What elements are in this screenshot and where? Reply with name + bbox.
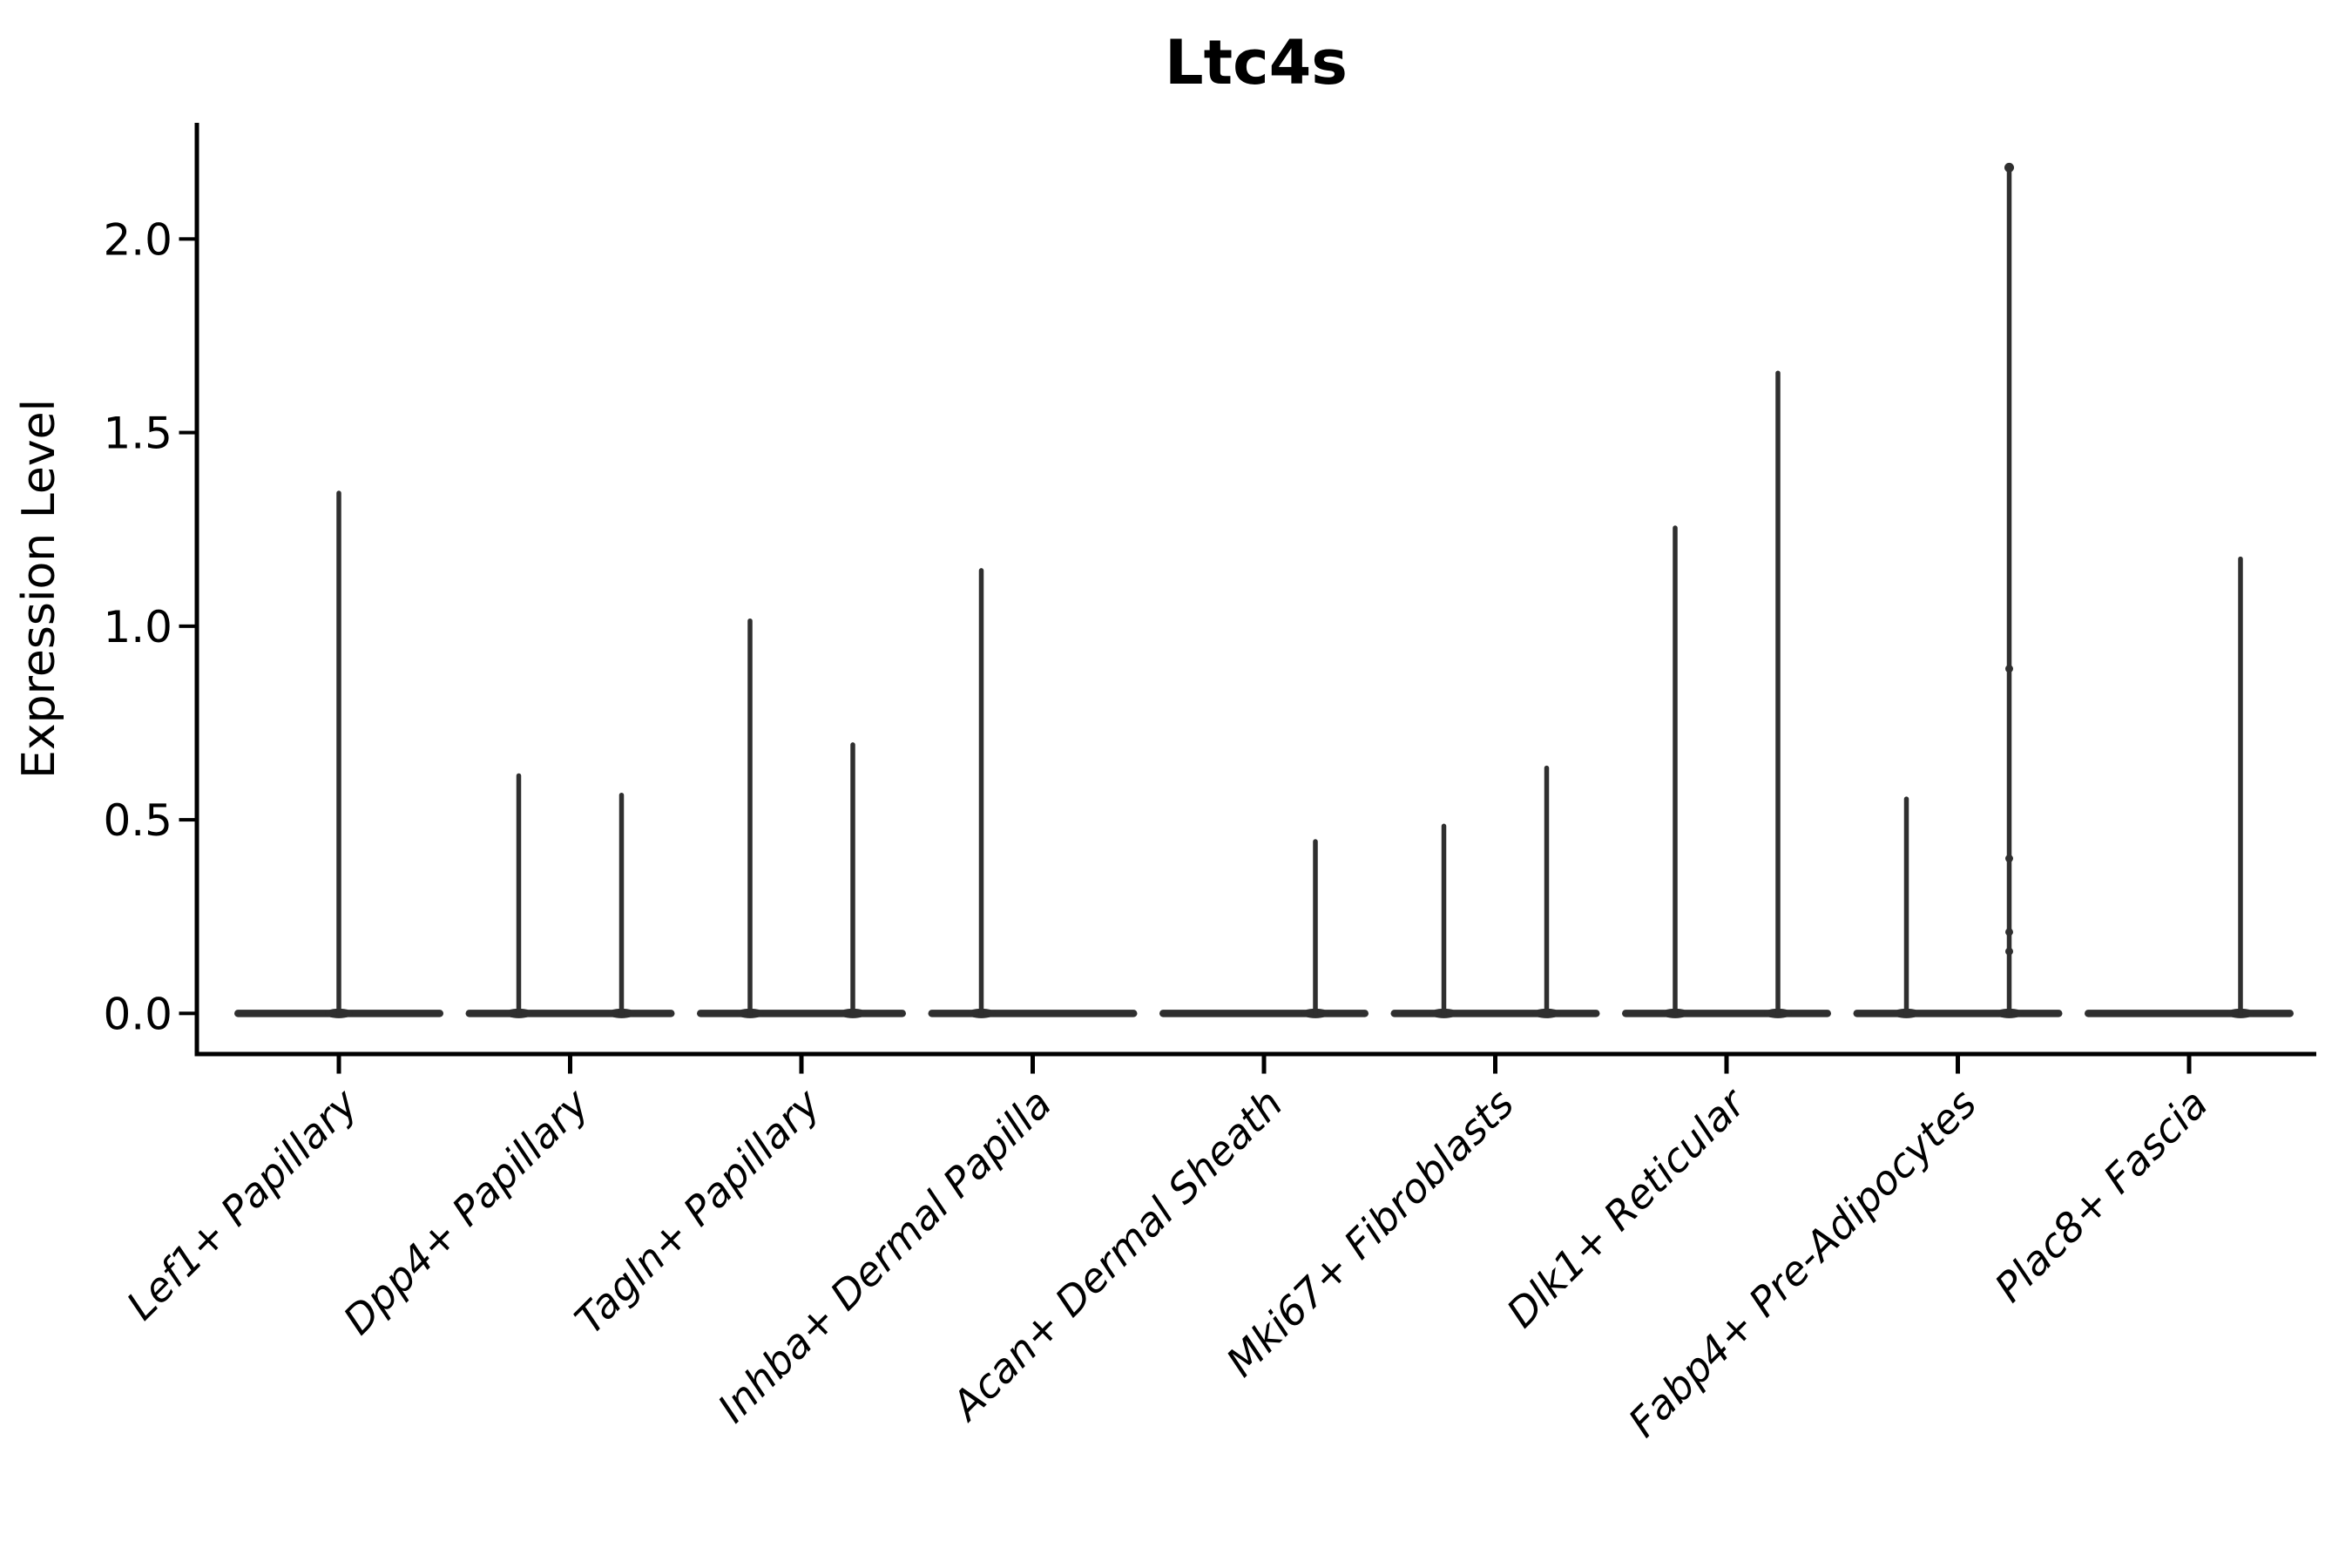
violin-spike <box>516 773 522 1017</box>
y-tick <box>179 624 195 628</box>
violin-spike <box>850 742 855 1017</box>
violin-base <box>1159 1010 1369 1017</box>
y-tick-label: 2.0 <box>103 214 172 265</box>
violin-spike <box>1673 525 1678 1017</box>
y-tick <box>179 818 195 822</box>
violin-spike <box>336 490 341 1017</box>
violin-spike <box>978 568 984 1017</box>
y-tick <box>179 1011 195 1016</box>
violin-base <box>1853 1010 2063 1017</box>
y-axis-label: Expression Level <box>13 399 65 779</box>
x-tick <box>336 1056 341 1074</box>
violin-spike <box>2006 165 2012 1017</box>
violin-spike-knot <box>2005 947 2013 956</box>
x-tick <box>2186 1056 2192 1074</box>
x-tick-label: Plac8+ Fascia <box>1985 1080 2216 1311</box>
x-tick <box>568 1056 572 1074</box>
x-tick-label: Dlk1+ Reticular <box>1497 1078 1756 1336</box>
x-tick <box>1956 1056 1960 1074</box>
x-tick <box>799 1056 804 1074</box>
axis-layer <box>179 123 2316 1074</box>
x-tick <box>1493 1056 1497 1074</box>
violin-spike-knot <box>2005 928 2013 936</box>
y-tick <box>179 237 195 241</box>
violin-base <box>2085 1010 2294 1017</box>
violin-spike <box>1313 839 1318 1017</box>
plot-title: Ltc4s <box>1165 27 1348 98</box>
y-axis-spine <box>194 123 199 1057</box>
violin-spike <box>1544 765 1550 1017</box>
violin-spike <box>618 792 625 1017</box>
violin-spike-cap <box>2004 162 2014 172</box>
violin-spike <box>2238 556 2243 1017</box>
x-tick <box>1031 1056 1035 1074</box>
y-tick-label: 0.0 <box>103 989 172 1039</box>
y-tick-label: 0.5 <box>103 795 172 846</box>
x-tick <box>1261 1056 1267 1074</box>
violin-spike <box>1441 823 1447 1017</box>
violin-spike-knot <box>2005 665 2013 673</box>
y-tick <box>179 430 195 435</box>
violin-base <box>1622 1010 1831 1017</box>
violin-spike <box>1903 796 1909 1017</box>
x-tick <box>1724 1056 1729 1074</box>
y-tick-label: 1.0 <box>103 602 172 652</box>
violin-base <box>1390 1010 1600 1017</box>
violin-base <box>697 1010 906 1017</box>
x-tick-label: Dpp4+ Papillary <box>335 1079 598 1343</box>
x-axis-spine <box>194 1051 2316 1057</box>
x-tick-label: Tagln+ Papillary <box>565 1079 829 1343</box>
violin-spike <box>1775 370 1781 1017</box>
violin-spike <box>747 618 753 1017</box>
violin-layer <box>234 162 2294 1018</box>
violin-base <box>465 1010 675 1017</box>
x-tick-label: Lef1+ Papillary <box>118 1079 367 1328</box>
violin-base <box>928 1010 1138 1017</box>
violin-spike-knot <box>2005 855 2013 863</box>
y-tick-label: 1.5 <box>103 409 172 459</box>
